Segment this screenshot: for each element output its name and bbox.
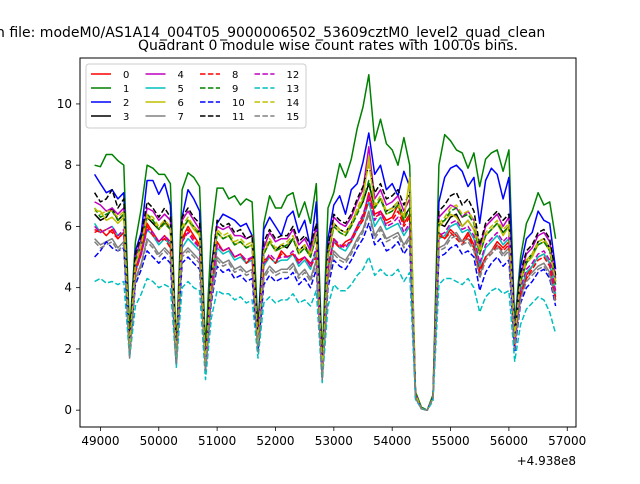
legend-label-13: 13 xyxy=(287,84,300,95)
x-tick-label: 57000 xyxy=(548,434,586,448)
x-tick-label: 53000 xyxy=(315,434,353,448)
legend-box xyxy=(85,63,307,129)
legend-label-1: 1 xyxy=(123,84,129,95)
chart-title: Quadrant 0 module wise count rates with … xyxy=(138,38,518,54)
legend-label-11: 11 xyxy=(232,112,245,123)
legend-label-7: 7 xyxy=(178,112,184,123)
series-line-13 xyxy=(94,256,557,411)
x-tick-label: 49000 xyxy=(81,434,119,448)
series-line-1 xyxy=(94,74,557,411)
legend-label-15: 15 xyxy=(287,112,300,123)
x-tick-label: 50000 xyxy=(140,434,178,448)
x-tick-label: 55000 xyxy=(431,434,469,448)
series-line-15 xyxy=(94,213,557,411)
legend-label-5: 5 xyxy=(178,84,184,95)
figure-suptitle: n file: modeM0/AS1A14_004T05_9000006502_… xyxy=(0,25,545,41)
legend-label-3: 3 xyxy=(123,112,129,123)
legend-label-2: 2 xyxy=(123,98,129,109)
y-tick-label: 2 xyxy=(64,342,72,356)
plot-area xyxy=(93,74,557,411)
y-tick-label: 4 xyxy=(64,281,72,295)
y-tick-label: 8 xyxy=(64,158,72,172)
legend-label-6: 6 xyxy=(178,98,184,109)
axes-frame xyxy=(79,57,577,428)
x-tick-label: 51000 xyxy=(198,434,236,448)
legend-label-10: 10 xyxy=(232,98,245,109)
legend-label-8: 8 xyxy=(232,70,238,81)
legend-label-4: 4 xyxy=(178,70,184,81)
x-tick-label: 56000 xyxy=(490,434,528,448)
y-tick-label: 10 xyxy=(57,97,72,111)
legend-label-14: 14 xyxy=(287,98,300,109)
axis-ticks: 49000 50000 51000 52000 53000 54000 55000 56000… xyxy=(57,97,587,448)
y-tick-label: 6 xyxy=(64,219,72,233)
x-tick-label: 52000 xyxy=(256,434,294,448)
x-offset-label: +4.938e8 xyxy=(517,454,576,468)
legend-label-9: 9 xyxy=(232,84,238,95)
y-tick-label: 0 xyxy=(64,403,72,417)
legend-label-0: 0 xyxy=(123,70,129,81)
legend-label-12: 12 xyxy=(287,70,300,81)
series-line-14 xyxy=(94,161,557,411)
x-tick-label: 54000 xyxy=(373,434,411,448)
